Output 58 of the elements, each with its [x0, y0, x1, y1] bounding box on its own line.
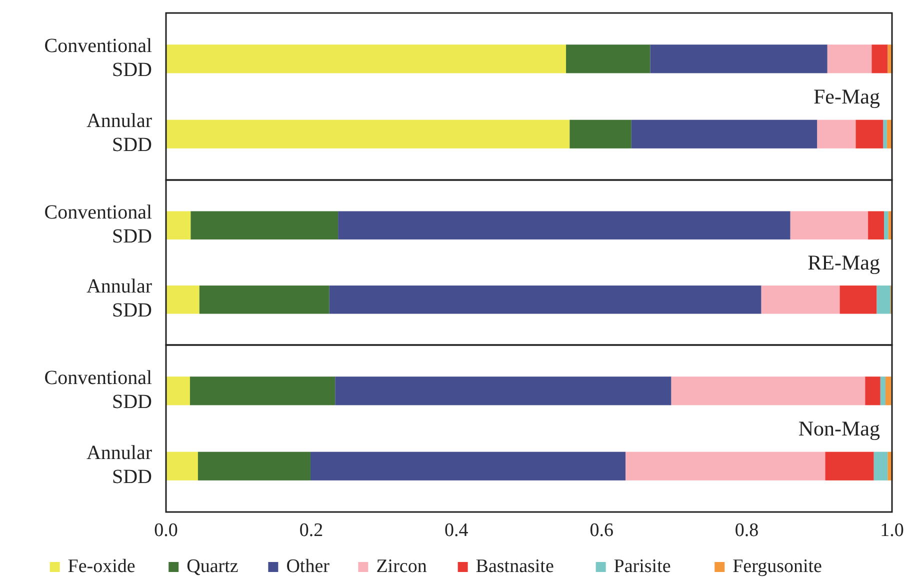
bar: [872, 44, 888, 74]
bar: [198, 452, 310, 480]
bar: [190, 211, 338, 240]
x-tick-label: 0.2: [299, 520, 324, 541]
annotation: RE-Mag: [808, 250, 880, 274]
x-tick-label: 0.6: [590, 520, 614, 541]
bar: [166, 286, 200, 314]
bar: [885, 376, 892, 406]
bar: [761, 286, 840, 314]
bar: [329, 286, 762, 314]
bar: [631, 120, 818, 148]
bar: [190, 376, 336, 406]
legend-label: Quartz: [186, 556, 238, 577]
bar: [166, 211, 191, 240]
y-tick-label: Annular SDD: [86, 275, 152, 322]
bar: [868, 211, 884, 240]
bar: [570, 120, 632, 148]
bar: [876, 286, 891, 314]
bar: [310, 452, 626, 480]
legend-label: Parisite: [614, 556, 671, 577]
bar: [883, 120, 887, 148]
bar: [790, 211, 868, 240]
legend-label: Bastnasite: [476, 556, 554, 577]
y-tick-label: Annular SDD: [86, 442, 152, 488]
bar: [566, 44, 650, 74]
y-tick-label: Annular SDD: [86, 110, 152, 156]
y-tick-label: Conventional SDD: [44, 200, 152, 247]
bar: [856, 120, 884, 148]
bar: [166, 376, 190, 406]
y-tick-label: Conventional SDD: [44, 366, 152, 412]
legend-label: Fergusonite: [732, 556, 822, 577]
x-tick-label: 0.4: [444, 520, 469, 541]
bar: [671, 376, 866, 406]
bar: [166, 120, 570, 148]
bar: [338, 211, 790, 240]
annotation: Fe-Mag: [814, 84, 880, 108]
bar: [199, 286, 330, 314]
bar: [874, 452, 888, 480]
y-tick-label: Conventional SDD: [44, 34, 152, 80]
bar: [166, 452, 198, 480]
bar: [650, 44, 828, 74]
bar: [626, 452, 826, 480]
bar: [166, 44, 566, 74]
bar: [865, 376, 880, 406]
bar: [817, 120, 856, 148]
legend-label: Other: [286, 556, 330, 577]
text: 1.0: [880, 520, 904, 541]
bar: [827, 44, 872, 74]
bar: [335, 376, 672, 406]
annotation: Non-Mag: [798, 416, 880, 440]
bar: [884, 211, 888, 240]
bar: [840, 286, 877, 314]
x-tick-label: 0.8: [734, 520, 759, 541]
bar: [825, 452, 874, 480]
text: 0.0: [154, 520, 178, 541]
legend-label: Fe-oxide: [68, 556, 136, 577]
legend-label: Zircon: [376, 556, 428, 577]
bar: [880, 376, 886, 406]
